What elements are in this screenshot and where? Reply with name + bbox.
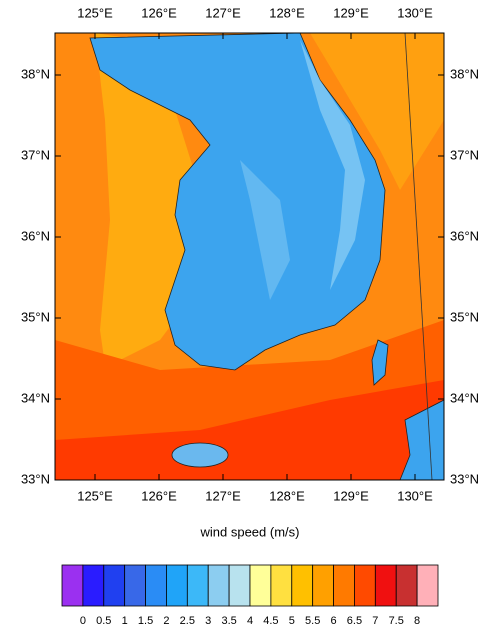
colorbar-label: 7.5: [389, 615, 404, 627]
lat-label-right: 33°N: [450, 471, 479, 486]
colorbar-label: 4: [247, 615, 253, 627]
lat-label-left: 36°N: [21, 228, 50, 243]
colorbar-label: 1.5: [138, 615, 153, 627]
lat-label-left: 37°N: [21, 147, 50, 162]
lon-label-bottom: 125°E: [77, 488, 113, 503]
colorbar-box: [249, 564, 272, 607]
colorbar-label: 6.5: [347, 615, 362, 627]
colorbar-label: 2: [163, 615, 169, 627]
colorbar-label: 3: [205, 615, 211, 627]
lat-label-right: 38°N: [450, 66, 479, 81]
lon-label-top: 130°E: [397, 5, 433, 20]
lon-label-bottom: 129°E: [333, 488, 369, 503]
colorbar-box: [207, 564, 230, 607]
colorbar-box: [82, 564, 105, 607]
map-field: [55, 33, 444, 480]
lon-label-bottom: 128°E: [269, 488, 305, 503]
x-axis-label: wind speed (m/s): [200, 524, 300, 539]
colorbar-box: [145, 564, 167, 607]
colorbar-label: 2.5: [180, 615, 195, 627]
colorbar-box: [312, 564, 334, 607]
colorbar-label: 4.5: [263, 615, 278, 627]
colorbar-box: [270, 564, 293, 607]
lon-label-top: 129°E: [333, 5, 369, 20]
lon-label-top: 127°E: [205, 5, 241, 20]
lon-label-top: 126°E: [141, 5, 177, 20]
colorbar-box: [395, 564, 418, 607]
colorbar-box: [374, 564, 397, 607]
lat-label-right: 34°N: [450, 390, 479, 405]
colorbar-label: 5: [289, 615, 295, 627]
colorbar-box: [228, 564, 251, 607]
colorbar-label: 0.5: [96, 615, 111, 627]
colorbar-box: [103, 564, 126, 607]
lat-label-right: 35°N: [450, 309, 479, 324]
colorbar-label: 5.5: [305, 615, 320, 627]
colorbar-box: [291, 564, 314, 607]
lon-label-top: 128°E: [269, 5, 305, 20]
colorbar-box: [354, 564, 376, 607]
colorbar-label: 7: [372, 615, 378, 627]
lat-label-right: 36°N: [450, 228, 479, 243]
lat-label-right: 37°N: [450, 147, 479, 162]
lat-label-left: 38°N: [21, 66, 50, 81]
colorbar-label: 8: [414, 615, 420, 627]
colorbar-label: 6: [330, 615, 336, 627]
lat-label-left: 33°N: [21, 471, 50, 486]
lat-label-left: 35°N: [21, 309, 50, 324]
lat-label-left: 34°N: [21, 390, 50, 405]
colorbar-label: 3.5: [221, 615, 236, 627]
map-frame: [54, 32, 445, 481]
lon-label-bottom: 127°E: [205, 488, 241, 503]
colorbar-box: [333, 564, 355, 607]
colorbar-box: [166, 564, 188, 607]
colorbar-label: 0: [80, 615, 86, 627]
colorbar-box: [124, 564, 146, 607]
lon-label-top: 125°E: [77, 5, 113, 20]
lon-label-bottom: 126°E: [141, 488, 177, 503]
colorbar-box: [416, 564, 439, 607]
colorbar-box: [61, 564, 84, 607]
colorbar-label: 1: [122, 615, 128, 627]
lon-label-bottom: 130°E: [397, 488, 433, 503]
colorbar-box: [186, 564, 209, 607]
